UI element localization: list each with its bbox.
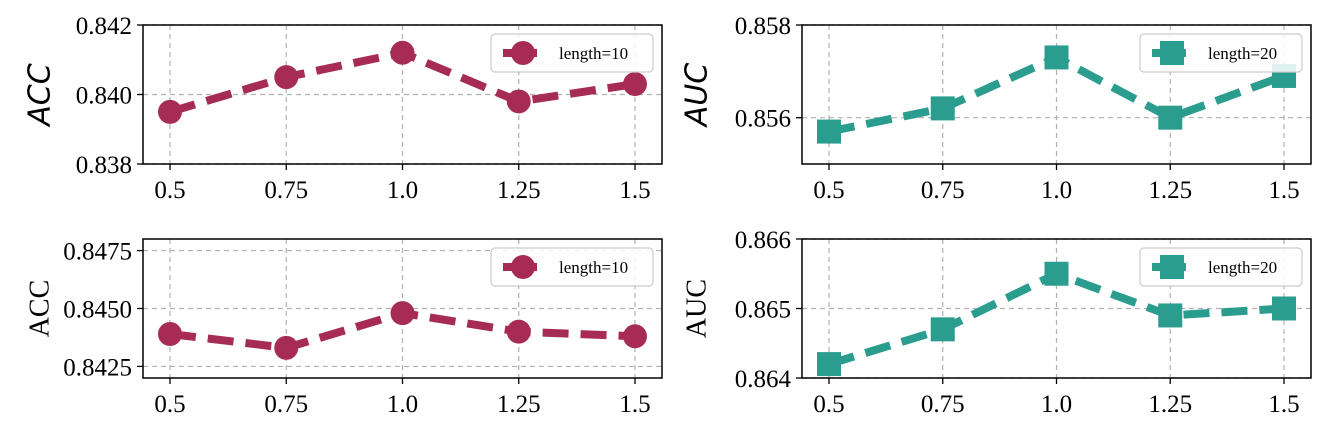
chart-panel-4: 0.5 0.75 1.0 1.25 1.5 0.864 0.865 0.866 AUC lengt… <box>682 227 1312 418</box>
y-tick-label: 0.865 <box>735 297 791 324</box>
y-tick-label: 0.866 <box>735 227 791 254</box>
x-tick-label: 1.25 <box>497 177 541 204</box>
x-tick-label: 0.5 <box>813 391 844 418</box>
x-tick-label: 1.25 <box>1148 177 1192 204</box>
x-tick-label: 0.5 <box>154 177 185 204</box>
data-point <box>390 40 415 65</box>
data-point <box>1044 45 1069 70</box>
x-tick-label: 0.75 <box>264 177 308 204</box>
y-axis-label: ACC <box>23 63 58 127</box>
data-point <box>1272 296 1296 321</box>
data-point <box>274 335 299 360</box>
data-point <box>158 321 182 346</box>
x-tick-label: 0.75 <box>264 391 308 418</box>
y-tick-label: 0.856 <box>735 106 791 133</box>
data-point <box>274 65 299 90</box>
data-point <box>623 72 647 97</box>
y-tick-label: 0.8475 <box>63 239 132 266</box>
data-point <box>390 301 415 326</box>
data-point <box>1044 261 1069 286</box>
x-tick-label: 1.0 <box>1041 391 1072 418</box>
y-tick-label: 0.842 <box>76 13 132 40</box>
x-tick-label: 1.5 <box>619 177 650 204</box>
y-tick-label: 0.838 <box>76 152 132 179</box>
chart-panel-2: 0.5 0.75 1.0 1.25 1.5 0.856 0.858 AUC length=20 <box>680 13 1312 204</box>
axes-frame <box>142 238 663 379</box>
legend-label: length=10 <box>559 44 628 63</box>
legend-marker <box>1160 255 1184 279</box>
x-tick-label: 0.5 <box>813 177 844 204</box>
data-point <box>506 319 531 344</box>
y-tick-label: 0.8450 <box>63 297 132 324</box>
x-tick-label: 1.25 <box>1148 391 1192 418</box>
data-point <box>930 317 955 342</box>
axes-frame <box>142 24 663 165</box>
legend-box <box>490 33 654 73</box>
y-axis-label: AUC <box>680 63 715 128</box>
x-tick-label: 1.0 <box>387 177 418 204</box>
data-point <box>817 119 841 144</box>
data-point <box>1158 303 1183 328</box>
y-tick-label: 0.858 <box>735 13 791 40</box>
x-tick-label: 1.0 <box>387 391 418 418</box>
x-tick-label: 0.75 <box>921 391 965 418</box>
y-tick-label: 0.8425 <box>63 354 132 381</box>
legend-marker <box>511 255 535 279</box>
legend: length=20 <box>1139 247 1303 287</box>
legend: length=10 <box>490 33 654 73</box>
axes-frame <box>801 24 1312 165</box>
x-tick-label: 1.5 <box>1268 177 1299 204</box>
legend-box <box>490 247 654 287</box>
legend-marker <box>511 41 535 65</box>
legend-marker <box>1160 41 1184 65</box>
y-tick-label: 0.864 <box>735 366 792 393</box>
legend: length=20 <box>1139 33 1303 73</box>
x-tick-label: 0.75 <box>921 177 965 204</box>
legend-label: length=10 <box>559 258 628 277</box>
legend-label: length=20 <box>1208 258 1277 277</box>
y-axis-label: ACC <box>25 280 56 338</box>
data-point <box>158 99 182 124</box>
x-tick-label: 0.5 <box>154 391 185 418</box>
x-tick-label: 1.5 <box>619 391 650 418</box>
x-tick-label: 1.0 <box>1041 177 1072 204</box>
legend-label: length=20 <box>1208 44 1277 63</box>
chart-panel-3: 0.5 0.75 1.0 1.25 1.5 0.8425 0.8450 0.8475 ACC le… <box>25 238 663 418</box>
x-tick-label: 1.25 <box>497 391 541 418</box>
axes-frame <box>801 238 1312 379</box>
data-point <box>817 352 841 377</box>
data-point <box>506 89 531 114</box>
chart-panel-1: 0.5 0.75 1.0 1.25 1.5 0.838 0.840 0.842 ACC lengt… <box>23 13 663 204</box>
data-point <box>623 324 647 349</box>
data-point <box>1158 105 1183 130</box>
data-point <box>930 96 955 121</box>
x-tick-label: 1.5 <box>1268 391 1299 418</box>
y-tick-label: 0.840 <box>76 83 132 110</box>
y-axis-label: AUC <box>682 279 713 338</box>
legend: length=10 <box>490 247 654 287</box>
